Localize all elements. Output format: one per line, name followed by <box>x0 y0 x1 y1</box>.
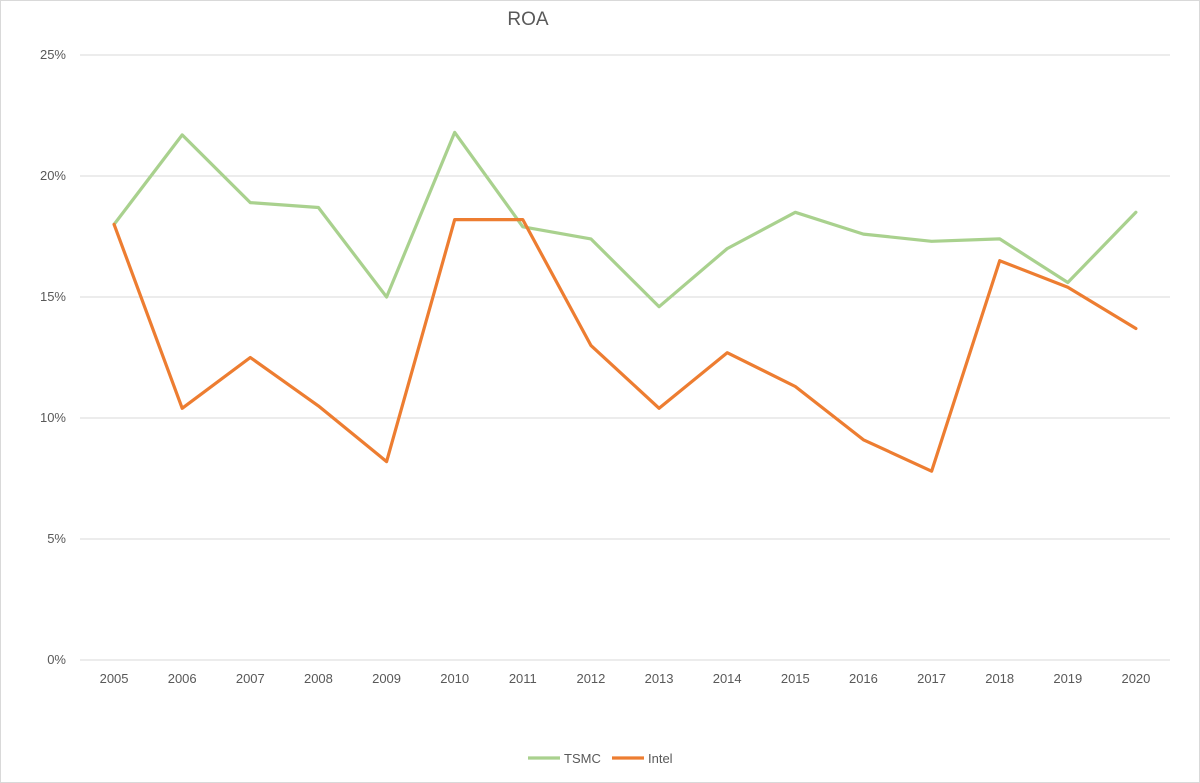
y-tick-label: 20% <box>40 168 66 183</box>
series-lines <box>112 130 1138 473</box>
x-tick-label: 2015 <box>781 671 810 686</box>
y-tick-label: 25% <box>40 47 66 62</box>
legend-label-intel: Intel <box>648 751 673 766</box>
y-tick-label: 5% <box>47 531 66 546</box>
chart-title: ROA <box>507 9 549 30</box>
x-tick-label: 2009 <box>372 671 401 686</box>
x-tick-label: 2007 <box>236 671 265 686</box>
x-tick-label: 2014 <box>713 671 742 686</box>
x-tick-label: 2012 <box>576 671 605 686</box>
x-tick-label: 2018 <box>985 671 1014 686</box>
y-tick-label: 15% <box>40 289 66 304</box>
y-tick-label: 0% <box>47 652 66 667</box>
x-tick-label: 2013 <box>645 671 674 686</box>
x-tick-label: 2019 <box>1053 671 1082 686</box>
x-axis-tick-labels: 2005 2006 2007 2008 2009 2010 2011 2012 2013 2014… <box>100 671 1151 686</box>
x-tick-label: 2020 <box>1121 671 1150 686</box>
legend-label-tsmc: TSMC <box>564 751 601 766</box>
x-tick-label: 2017 <box>917 671 946 686</box>
x-tick-label: 2006 <box>168 671 197 686</box>
y-tick-label: 10% <box>40 410 66 425</box>
x-tick-label: 2005 <box>100 671 129 686</box>
legend: TSMC Intel <box>528 751 673 766</box>
x-tick-label: 2008 <box>304 671 333 686</box>
x-tick-label: 2010 <box>440 671 469 686</box>
series-line-tsmc <box>112 130 1138 309</box>
x-tick-label: 2011 <box>509 671 537 686</box>
y-axis-tick-labels: 0% 5% 10% 15% 20% 25% <box>40 47 66 667</box>
x-tick-label: 2016 <box>849 671 878 686</box>
gridlines <box>80 54 1170 661</box>
series-line-intel <box>112 218 1138 473</box>
